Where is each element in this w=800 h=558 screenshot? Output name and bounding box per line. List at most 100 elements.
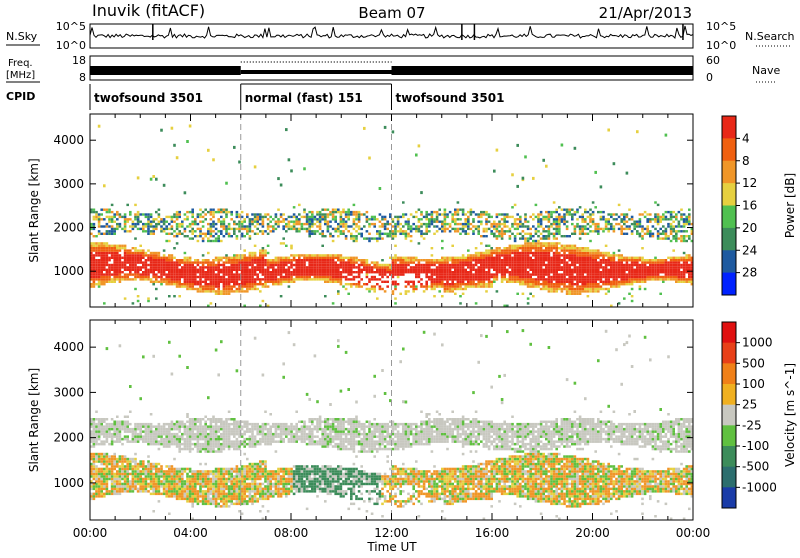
heatmap-cell: [100, 483, 103, 486]
heatmap-cell: [95, 470, 98, 473]
heatmap-cell: [532, 295, 535, 297]
heatmap-cell: [282, 271, 285, 273]
heatmap-cell: [683, 257, 686, 259]
heatmap-cell: [347, 266, 350, 268]
heatmap-scatter-cell: [103, 184, 106, 187]
heatmap-cell: [540, 269, 543, 271]
heatmap-cell: [581, 249, 584, 251]
heatmap-cell: [683, 225, 686, 227]
heatmap-cell: [540, 245, 543, 247]
heatmap-cell: [683, 230, 686, 232]
heatmap-cell: [535, 245, 538, 247]
heatmap-cell: [111, 211, 114, 213]
heatmap-cell: [303, 259, 306, 261]
heatmap-cell: [490, 225, 493, 227]
heatmap-cell: [212, 261, 215, 263]
heatmap-cell: [379, 264, 382, 266]
heatmap-cell: [191, 223, 194, 225]
heatmap-cell: [649, 278, 652, 280]
heatmap-cell: [210, 273, 213, 275]
heatmap-cell: [472, 221, 475, 223]
heatmap-cell: [568, 235, 571, 237]
heatmap-cell: [129, 218, 132, 220]
heatmap-cell: [103, 421, 106, 424]
heatmap-cell: [178, 269, 181, 271]
heatmap-cell: [412, 285, 415, 287]
heatmap-cell: [106, 463, 109, 466]
heatmap-cell: [594, 281, 597, 283]
heatmap-cell: [597, 230, 600, 232]
heatmap-cell: [516, 293, 519, 295]
heatmap-cell: [298, 273, 301, 275]
heatmap-cell: [202, 261, 205, 263]
heatmap-cell: [568, 276, 571, 278]
heatmap-cell: [293, 216, 296, 218]
heatmap-cell: [418, 269, 421, 271]
heatmap-cell: [581, 276, 584, 278]
heatmap-cell: [236, 273, 239, 275]
heatmap-cell: [202, 269, 205, 271]
heatmap-cell: [451, 266, 454, 268]
heatmap-cell: [210, 288, 213, 290]
heatmap-cell: [576, 285, 579, 287]
heatmap-cell: [207, 259, 210, 261]
cpid-label: CPID: [6, 90, 35, 103]
freq-tick-top: 18: [72, 54, 86, 67]
heatmap-cell: [215, 257, 218, 259]
heatmap-cell: [592, 269, 595, 271]
heatmap-cell: [506, 247, 509, 249]
heatmap-cell: [280, 213, 283, 215]
heatmap-cell: [405, 257, 408, 259]
heatmap-cell: [615, 276, 618, 278]
heatmap-cell: [553, 288, 556, 290]
heatmap-cell: [581, 233, 584, 235]
heatmap-cell: [282, 264, 285, 266]
heatmap-cell: [119, 257, 122, 259]
heatmap-cell: [215, 293, 218, 295]
heatmap-scatter-cell: [665, 134, 668, 137]
heatmap-cell: [594, 288, 597, 290]
heatmap-cell: [311, 257, 314, 259]
heatmap-cell: [659, 233, 662, 235]
heatmap-cell: [654, 201, 657, 203]
heatmap-cell: [324, 216, 327, 218]
heatmap-cell: [254, 271, 257, 273]
heatmap-cell: [449, 269, 452, 271]
heatmap-cell: [103, 430, 106, 433]
heatmap-cell: [103, 478, 106, 481]
heatmap-cell: [119, 468, 122, 471]
heatmap-cell: [212, 288, 215, 290]
heatmap-cell: [639, 285, 642, 287]
heatmap-cell: [158, 261, 161, 263]
heatmap-cell: [498, 254, 501, 256]
heatmap-cell: [672, 259, 675, 261]
heatmap-cell: [493, 249, 496, 251]
heatmap-cell: [610, 259, 613, 261]
heatmap-cell: [93, 425, 96, 428]
heatmap-cell: [98, 281, 101, 283]
heatmap-cell: [462, 213, 465, 215]
heatmap-cell: [116, 488, 119, 491]
heatmap-cell: [113, 480, 116, 483]
heatmap-cell: [353, 221, 356, 223]
heatmap-cell: [347, 264, 350, 266]
heatmap-cell: [522, 266, 525, 268]
heatmap-cell: [480, 223, 483, 225]
heatmap-cell: [537, 225, 540, 227]
heatmap-cell: [337, 254, 340, 256]
heatmap-cell: [670, 264, 673, 266]
heatmap-cell: [480, 266, 483, 268]
heatmap-cell: [204, 278, 207, 280]
heatmap-cell: [662, 230, 665, 232]
heatmap-cell: [212, 269, 215, 271]
heatmap-cell: [353, 235, 356, 237]
heatmap-cell: [628, 278, 631, 280]
heatmap-cell: [641, 273, 644, 275]
heatmap-cell: [217, 261, 220, 263]
heatmap-cell: [160, 281, 163, 283]
heatmap-cell: [93, 276, 96, 278]
heatmap-cell: [303, 209, 306, 211]
heatmap-cell: [631, 266, 634, 268]
heatmap-cell: [264, 261, 267, 263]
